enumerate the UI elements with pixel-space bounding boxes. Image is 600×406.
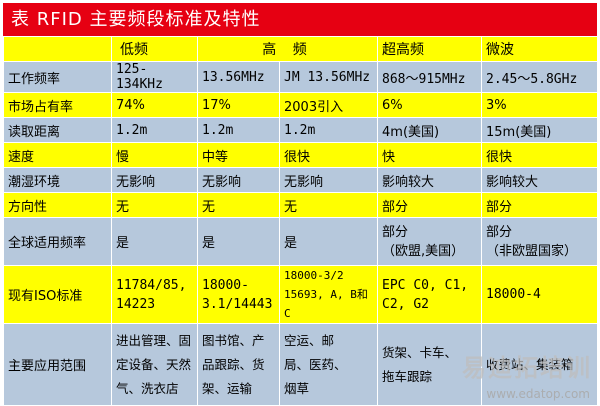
table-cell: 影响较大 bbox=[481, 167, 599, 193]
table-cell: 868～915MHz bbox=[377, 61, 483, 93]
table-cell: 4m(美国) bbox=[377, 117, 483, 143]
table-cell: 125-134KHz bbox=[111, 61, 198, 93]
row-label: 市场占有率 bbox=[3, 92, 112, 118]
table-cell: 15m(美国) bbox=[481, 117, 599, 143]
table-cell: 慢 bbox=[111, 142, 198, 168]
table-cell: 中等 bbox=[197, 142, 280, 168]
table-cell: 部分 bbox=[481, 192, 599, 218]
table-cell: 是 bbox=[197, 217, 280, 266]
table-cell: 部分 （欧盟,美国） bbox=[377, 217, 483, 266]
table-cell: 很快 bbox=[278, 142, 379, 168]
watermark-logo: 易迪拓培训 bbox=[462, 354, 592, 382]
table-cell: EPC C0, C1, C2, G2 bbox=[377, 265, 483, 324]
table-cell: 1.2m bbox=[197, 117, 280, 143]
table-row: 工作频率 125-134KHz 13.56MHz JM 13.56MHz 868… bbox=[3, 61, 599, 93]
table-cell: 无 bbox=[278, 192, 379, 218]
table-cell: 无 bbox=[197, 192, 280, 218]
row-label: 潮湿环境 bbox=[3, 167, 112, 193]
table-cell: 13.56MHz bbox=[197, 61, 280, 93]
rfid-frequency-table: 低频 高 频 超高频 微波 工作频率 125-134KHz 13.56MHz J… bbox=[3, 36, 599, 406]
header-uhf: 超高频 bbox=[377, 36, 483, 62]
table-row: 速度 慢 中等 很快 快 很快 bbox=[3, 142, 599, 168]
header-high-freq: 高 频 bbox=[196, 36, 379, 62]
table-cell: 部分 bbox=[377, 192, 483, 218]
table-row: 市场占有率 74% 17% 2003引入 6% 3% bbox=[3, 92, 599, 118]
table-cell: 快 bbox=[377, 142, 483, 168]
row-label: 速度 bbox=[3, 142, 112, 168]
table-cell: 无影响 bbox=[111, 167, 198, 193]
watermark-url: www.edatop.com bbox=[486, 387, 590, 401]
table-row: 读取距离 1.2m 1.2m 1.2m 4m(美国) 15m(美国) bbox=[3, 117, 599, 143]
row-label: 工作频率 bbox=[3, 61, 112, 93]
table-cell: 部分 （非欧盟国家） bbox=[481, 217, 599, 266]
table-row: 现有ISO标准 11784/85, 14223 18000- 3.1/14443… bbox=[3, 265, 599, 324]
header-microwave: 微波 bbox=[481, 36, 599, 62]
table-cell: 1.2m bbox=[278, 117, 379, 143]
table-cell: 2003引入 bbox=[278, 92, 379, 118]
table-cell: 无影响 bbox=[278, 167, 379, 193]
table-title: 表 RFID 主要频段标准及特性 bbox=[3, 3, 597, 36]
table-row: 方向性 无 无 无 部分 部分 bbox=[3, 192, 599, 218]
table-cell: 74% bbox=[111, 92, 198, 118]
table-row: 潮湿环境 无影响 无影响 无影响 影响较大 影响较大 bbox=[3, 167, 599, 193]
table-cell: 是 bbox=[278, 217, 379, 266]
table-cell: 2.45～5.8GHz bbox=[481, 61, 599, 93]
table-cell: 货架、卡车、 拖车跟踪 bbox=[377, 323, 483, 406]
table-row: 全球适用频率 是 是 是 部分 （欧盟,美国） 部分 （非欧盟国家） bbox=[3, 217, 599, 266]
table-cell: 18000-3/2 15693, A, B和C bbox=[278, 265, 379, 324]
row-label: 全球适用频率 bbox=[3, 217, 112, 266]
table-cell: 进出管理、固 定设备、天然 气、洗衣店 bbox=[111, 323, 198, 406]
table-cell: 18000- 3.1/14443 bbox=[197, 265, 280, 324]
table-cell: JM 13.56MHz bbox=[278, 61, 379, 93]
table-cell: 影响较大 bbox=[377, 167, 483, 193]
table-cell: 6% bbox=[377, 92, 483, 118]
table-cell: 无影响 bbox=[197, 167, 280, 193]
table-cell: 3% bbox=[481, 92, 599, 118]
table-cell: 图书馆、产 品跟踪、货 架、运输 bbox=[197, 323, 280, 406]
row-label: 方向性 bbox=[3, 192, 112, 218]
table-cell: 1.2m bbox=[111, 117, 198, 143]
table-cell: 11784/85, 14223 bbox=[111, 265, 198, 324]
header-cell-empty bbox=[3, 36, 112, 62]
table-cell: 18000-4 bbox=[481, 265, 599, 324]
row-label: 现有ISO标准 bbox=[3, 265, 112, 324]
table-row: 主要应用范围 进出管理、固 定设备、天然 气、洗衣店 图书馆、产 品跟踪、货 架… bbox=[3, 323, 599, 406]
header-low-freq: 低频 bbox=[111, 36, 198, 62]
table-cell: 收费站、集装箱 bbox=[481, 323, 599, 406]
row-label: 读取距离 bbox=[3, 117, 112, 143]
table-cell: 很快 bbox=[481, 142, 599, 168]
header-row: 低频 高 频 超高频 微波 bbox=[3, 36, 599, 62]
row-label: 主要应用范围 bbox=[3, 323, 112, 406]
table-cell: 无 bbox=[111, 192, 198, 218]
table-cell: 17% bbox=[197, 92, 280, 118]
table-cell: 是 bbox=[111, 217, 198, 266]
table-cell: 空运、邮 局、医药、 烟草 bbox=[278, 323, 379, 406]
